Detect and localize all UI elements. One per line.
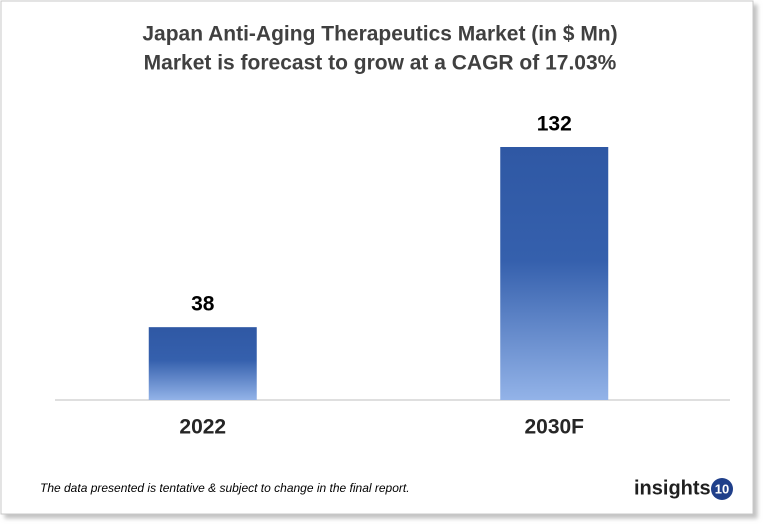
brand-name: insights [634, 477, 711, 499]
chart-title: Japan Anti-Aging Therapeutics Market (in… [142, 23, 617, 46]
chart-subtitle: Market is forecast to grow at a CAGR of … [144, 52, 617, 75]
brand-badge-text: 10 [715, 481, 729, 496]
x-tick-label: 2030F [524, 416, 584, 439]
brand-badge [711, 478, 733, 500]
frame [0, 0, 754, 515]
value-label: 132 [537, 113, 572, 136]
bar [500, 147, 609, 400]
footnote: The data presented is tentative & subjec… [40, 481, 410, 495]
x-tick-label: 2022 [179, 416, 226, 439]
value-label: 38 [191, 293, 215, 316]
bar [148, 327, 257, 400]
